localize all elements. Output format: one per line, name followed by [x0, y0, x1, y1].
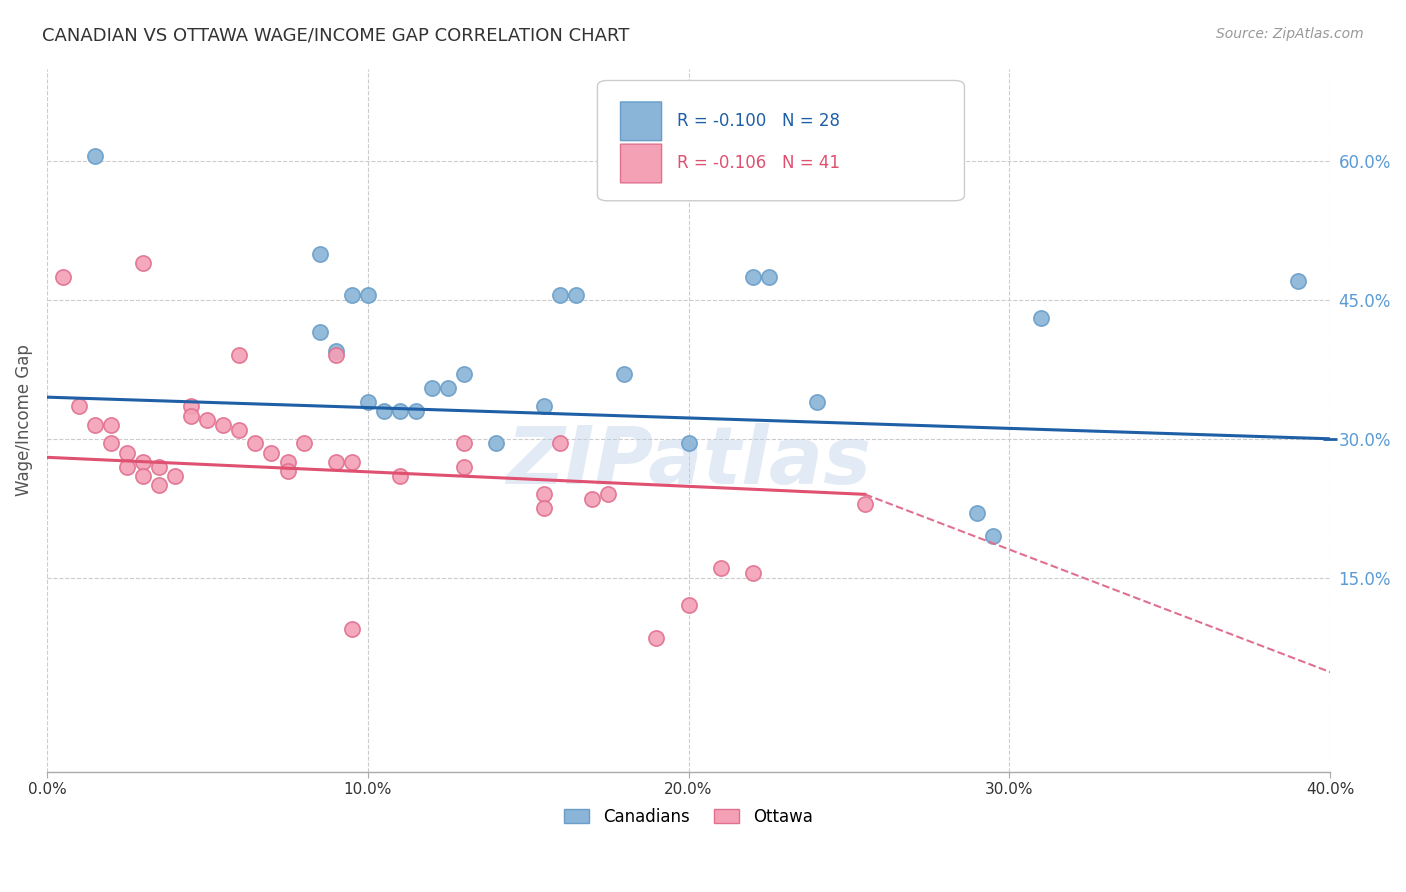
Point [453, 459, 475, 474]
Point [165, 468, 187, 483]
Point [485, 436, 508, 450]
Point [533, 400, 555, 414]
Text: Source: ZipAtlas.com: Source: ZipAtlas.com [1216, 27, 1364, 41]
Text: R = -0.106   N = 41: R = -0.106 N = 41 [676, 154, 839, 172]
Point [52, 269, 75, 284]
Point [115, 459, 138, 474]
Point [533, 487, 555, 501]
Text: ZIPatlas: ZIPatlas [506, 424, 872, 501]
Point [388, 404, 411, 418]
Point [548, 436, 571, 450]
Point [340, 288, 363, 302]
Point [340, 455, 363, 469]
Point [148, 478, 170, 492]
FancyBboxPatch shape [598, 80, 965, 201]
Point [357, 394, 380, 409]
FancyBboxPatch shape [620, 102, 662, 141]
Point [132, 455, 155, 469]
Point [1286, 275, 1309, 289]
Point [405, 404, 427, 418]
Point [678, 436, 700, 450]
Point [276, 455, 298, 469]
Point [758, 269, 780, 284]
Point [67, 400, 90, 414]
Point [420, 381, 443, 395]
Legend: Canadians, Ottawa: Canadians, Ottawa [555, 799, 821, 834]
Point [613, 367, 636, 381]
Point [325, 349, 347, 363]
Point [132, 256, 155, 270]
Point [148, 459, 170, 474]
Point [741, 269, 763, 284]
Point [388, 468, 411, 483]
Point [340, 622, 363, 636]
Point [453, 367, 475, 381]
Point [132, 468, 155, 483]
Point [308, 246, 330, 260]
Text: CANADIAN VS OTTAWA WAGE/INCOME GAP CORRELATION CHART: CANADIAN VS OTTAWA WAGE/INCOME GAP CORRE… [42, 27, 630, 45]
Point [100, 436, 122, 450]
Point [533, 501, 555, 516]
Point [453, 436, 475, 450]
FancyBboxPatch shape [620, 145, 662, 183]
Point [212, 417, 235, 432]
Point [1031, 311, 1053, 326]
Point [710, 561, 733, 575]
Point [598, 487, 620, 501]
Point [180, 409, 202, 423]
Point [741, 566, 763, 580]
Point [678, 599, 700, 613]
Point [437, 381, 460, 395]
Point [180, 400, 202, 414]
Point [276, 464, 298, 478]
Point [853, 497, 876, 511]
Point [245, 436, 267, 450]
Point [806, 394, 828, 409]
Y-axis label: Wage/Income Gap: Wage/Income Gap [15, 344, 32, 496]
Text: R = -0.100   N = 28: R = -0.100 N = 28 [676, 112, 839, 130]
Point [357, 288, 380, 302]
Point [195, 413, 218, 427]
Point [581, 491, 603, 506]
Point [966, 506, 988, 520]
Point [645, 631, 668, 645]
Point [373, 404, 395, 418]
Point [325, 343, 347, 358]
Point [565, 288, 588, 302]
Point [325, 455, 347, 469]
Point [292, 436, 315, 450]
Point [100, 417, 122, 432]
Point [260, 445, 283, 459]
Point [548, 288, 571, 302]
Point [84, 149, 107, 163]
Point [981, 529, 1004, 543]
Point [228, 423, 250, 437]
Point [84, 417, 107, 432]
Point [228, 349, 250, 363]
Point [115, 445, 138, 459]
Point [308, 326, 330, 340]
